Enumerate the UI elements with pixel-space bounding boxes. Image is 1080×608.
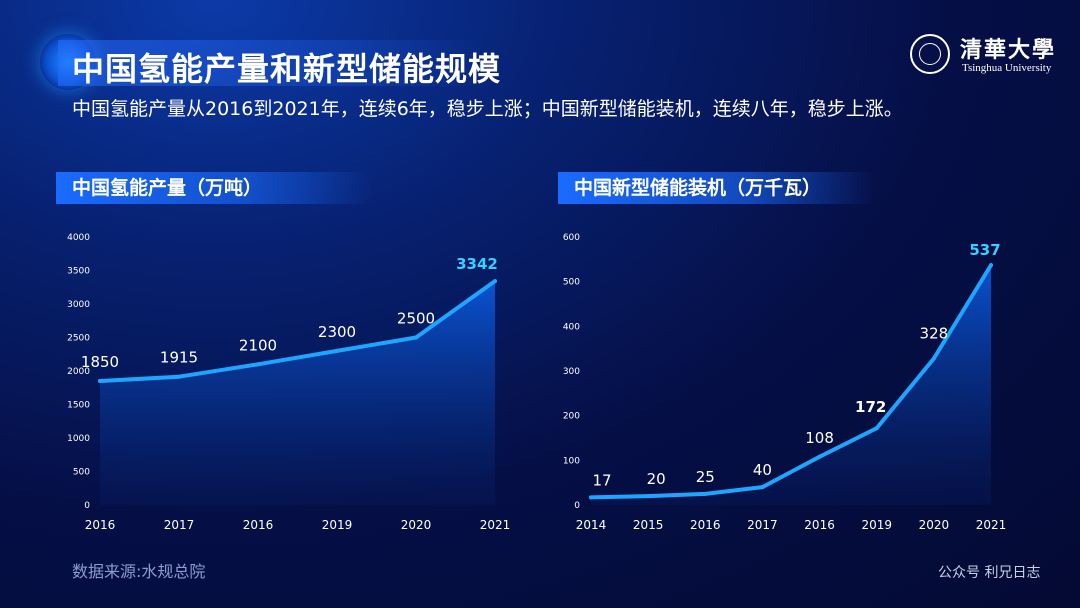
data-label: 2500 xyxy=(397,310,435,328)
data-point xyxy=(177,374,181,379)
y-tick-label: 4000 xyxy=(67,233,90,243)
y-tick-label: 500 xyxy=(563,278,580,288)
x-tick-label: 2016 xyxy=(85,518,116,532)
data-point xyxy=(589,495,593,500)
data-label: 17 xyxy=(592,471,611,489)
data-point xyxy=(931,356,936,361)
data-label: 537 xyxy=(969,241,1000,259)
y-tick-label: 3500 xyxy=(67,267,90,277)
data-label: 3342 xyxy=(456,255,498,273)
x-tick-label: 2017 xyxy=(747,518,778,532)
y-tick-label: 600 xyxy=(563,233,580,243)
data-label: 40 xyxy=(753,461,772,479)
y-tick-label: 100 xyxy=(563,456,580,466)
data-label: 2100 xyxy=(239,336,277,354)
x-tick-label: 2019 xyxy=(861,518,892,532)
data-label: 328 xyxy=(920,324,949,342)
x-tick-label: 2017 xyxy=(164,518,195,532)
data-label: 108 xyxy=(805,429,834,447)
data-point xyxy=(646,494,651,499)
x-tick-label: 2014 xyxy=(576,518,607,532)
y-tick-label: 400 xyxy=(563,322,580,332)
y-tick-label: 300 xyxy=(563,367,580,377)
data-point xyxy=(98,379,102,384)
data-label: 1915 xyxy=(160,349,198,367)
title-highlight-bar xyxy=(58,40,488,86)
y-tick-label: 2000 xyxy=(67,367,90,377)
hydrogen-production-chart: 0 500 1000 1500 2000 2500 3000 3500 4000 2016 2017… xyxy=(67,233,511,532)
university-seal-icon xyxy=(910,34,950,74)
watermark: 公众号 利兄日志 xyxy=(938,565,1041,581)
series-line xyxy=(98,279,497,384)
data-point xyxy=(874,426,879,431)
chart-title-storage: 中国新型储能装机（万千瓦） xyxy=(558,172,874,204)
y-tick-label: 500 xyxy=(73,468,90,478)
data-point xyxy=(335,348,339,353)
y-tick-label: 1500 xyxy=(67,401,90,411)
data-point xyxy=(493,279,497,284)
data-point xyxy=(989,263,993,268)
x-tick-label: 2016 xyxy=(243,518,274,532)
series-line xyxy=(589,263,993,500)
data-source: 数据来源:水规总院 xyxy=(72,562,206,581)
data-point xyxy=(256,362,260,367)
x-tick-label: 2021 xyxy=(976,518,1007,532)
logo-subtitle: Tsinghua University xyxy=(962,62,1052,74)
y-tick-label: 200 xyxy=(563,412,580,422)
y-tick-label: 0 xyxy=(574,501,580,511)
data-point xyxy=(414,335,418,340)
x-tick-label: 2016 xyxy=(690,518,721,532)
y-tick-label: 3000 xyxy=(67,300,90,310)
y-tick-label: 0 xyxy=(84,501,90,511)
y-tick-label: 2500 xyxy=(67,334,90,344)
x-tick-label: 2016 xyxy=(804,518,835,532)
tsinghua-logo: 清華大學 Tsinghua University xyxy=(910,32,1060,78)
data-label: 20 xyxy=(647,470,666,488)
data-label: 25 xyxy=(696,468,715,486)
area-fill xyxy=(100,281,495,505)
x-tick-label: 2015 xyxy=(633,518,664,532)
x-tick-label: 2020 xyxy=(401,518,432,532)
logo-name: 清華大學 xyxy=(960,37,1057,63)
data-label: 1850 xyxy=(81,353,119,371)
y-tick-label: 1000 xyxy=(67,434,90,444)
data-label: 2300 xyxy=(318,323,356,341)
x-tick-label: 2020 xyxy=(919,518,950,532)
page-title: 中国氢能产量和新型储能规模 xyxy=(72,50,502,88)
area-fill xyxy=(591,265,991,505)
data-label: 172 xyxy=(855,398,886,416)
data-point xyxy=(760,485,765,490)
x-tick-label: 2021 xyxy=(480,518,511,532)
page-subtitle: 中国氢能产量从2016到2021年，连续6年，稳步上涨；中国新型储能装机，连续八… xyxy=(72,98,903,120)
x-tick-label: 2019 xyxy=(322,518,353,532)
chart-title-hydrogen: 中国氢能产量（万吨） xyxy=(56,172,372,204)
data-point xyxy=(703,491,708,496)
data-point xyxy=(817,454,822,459)
